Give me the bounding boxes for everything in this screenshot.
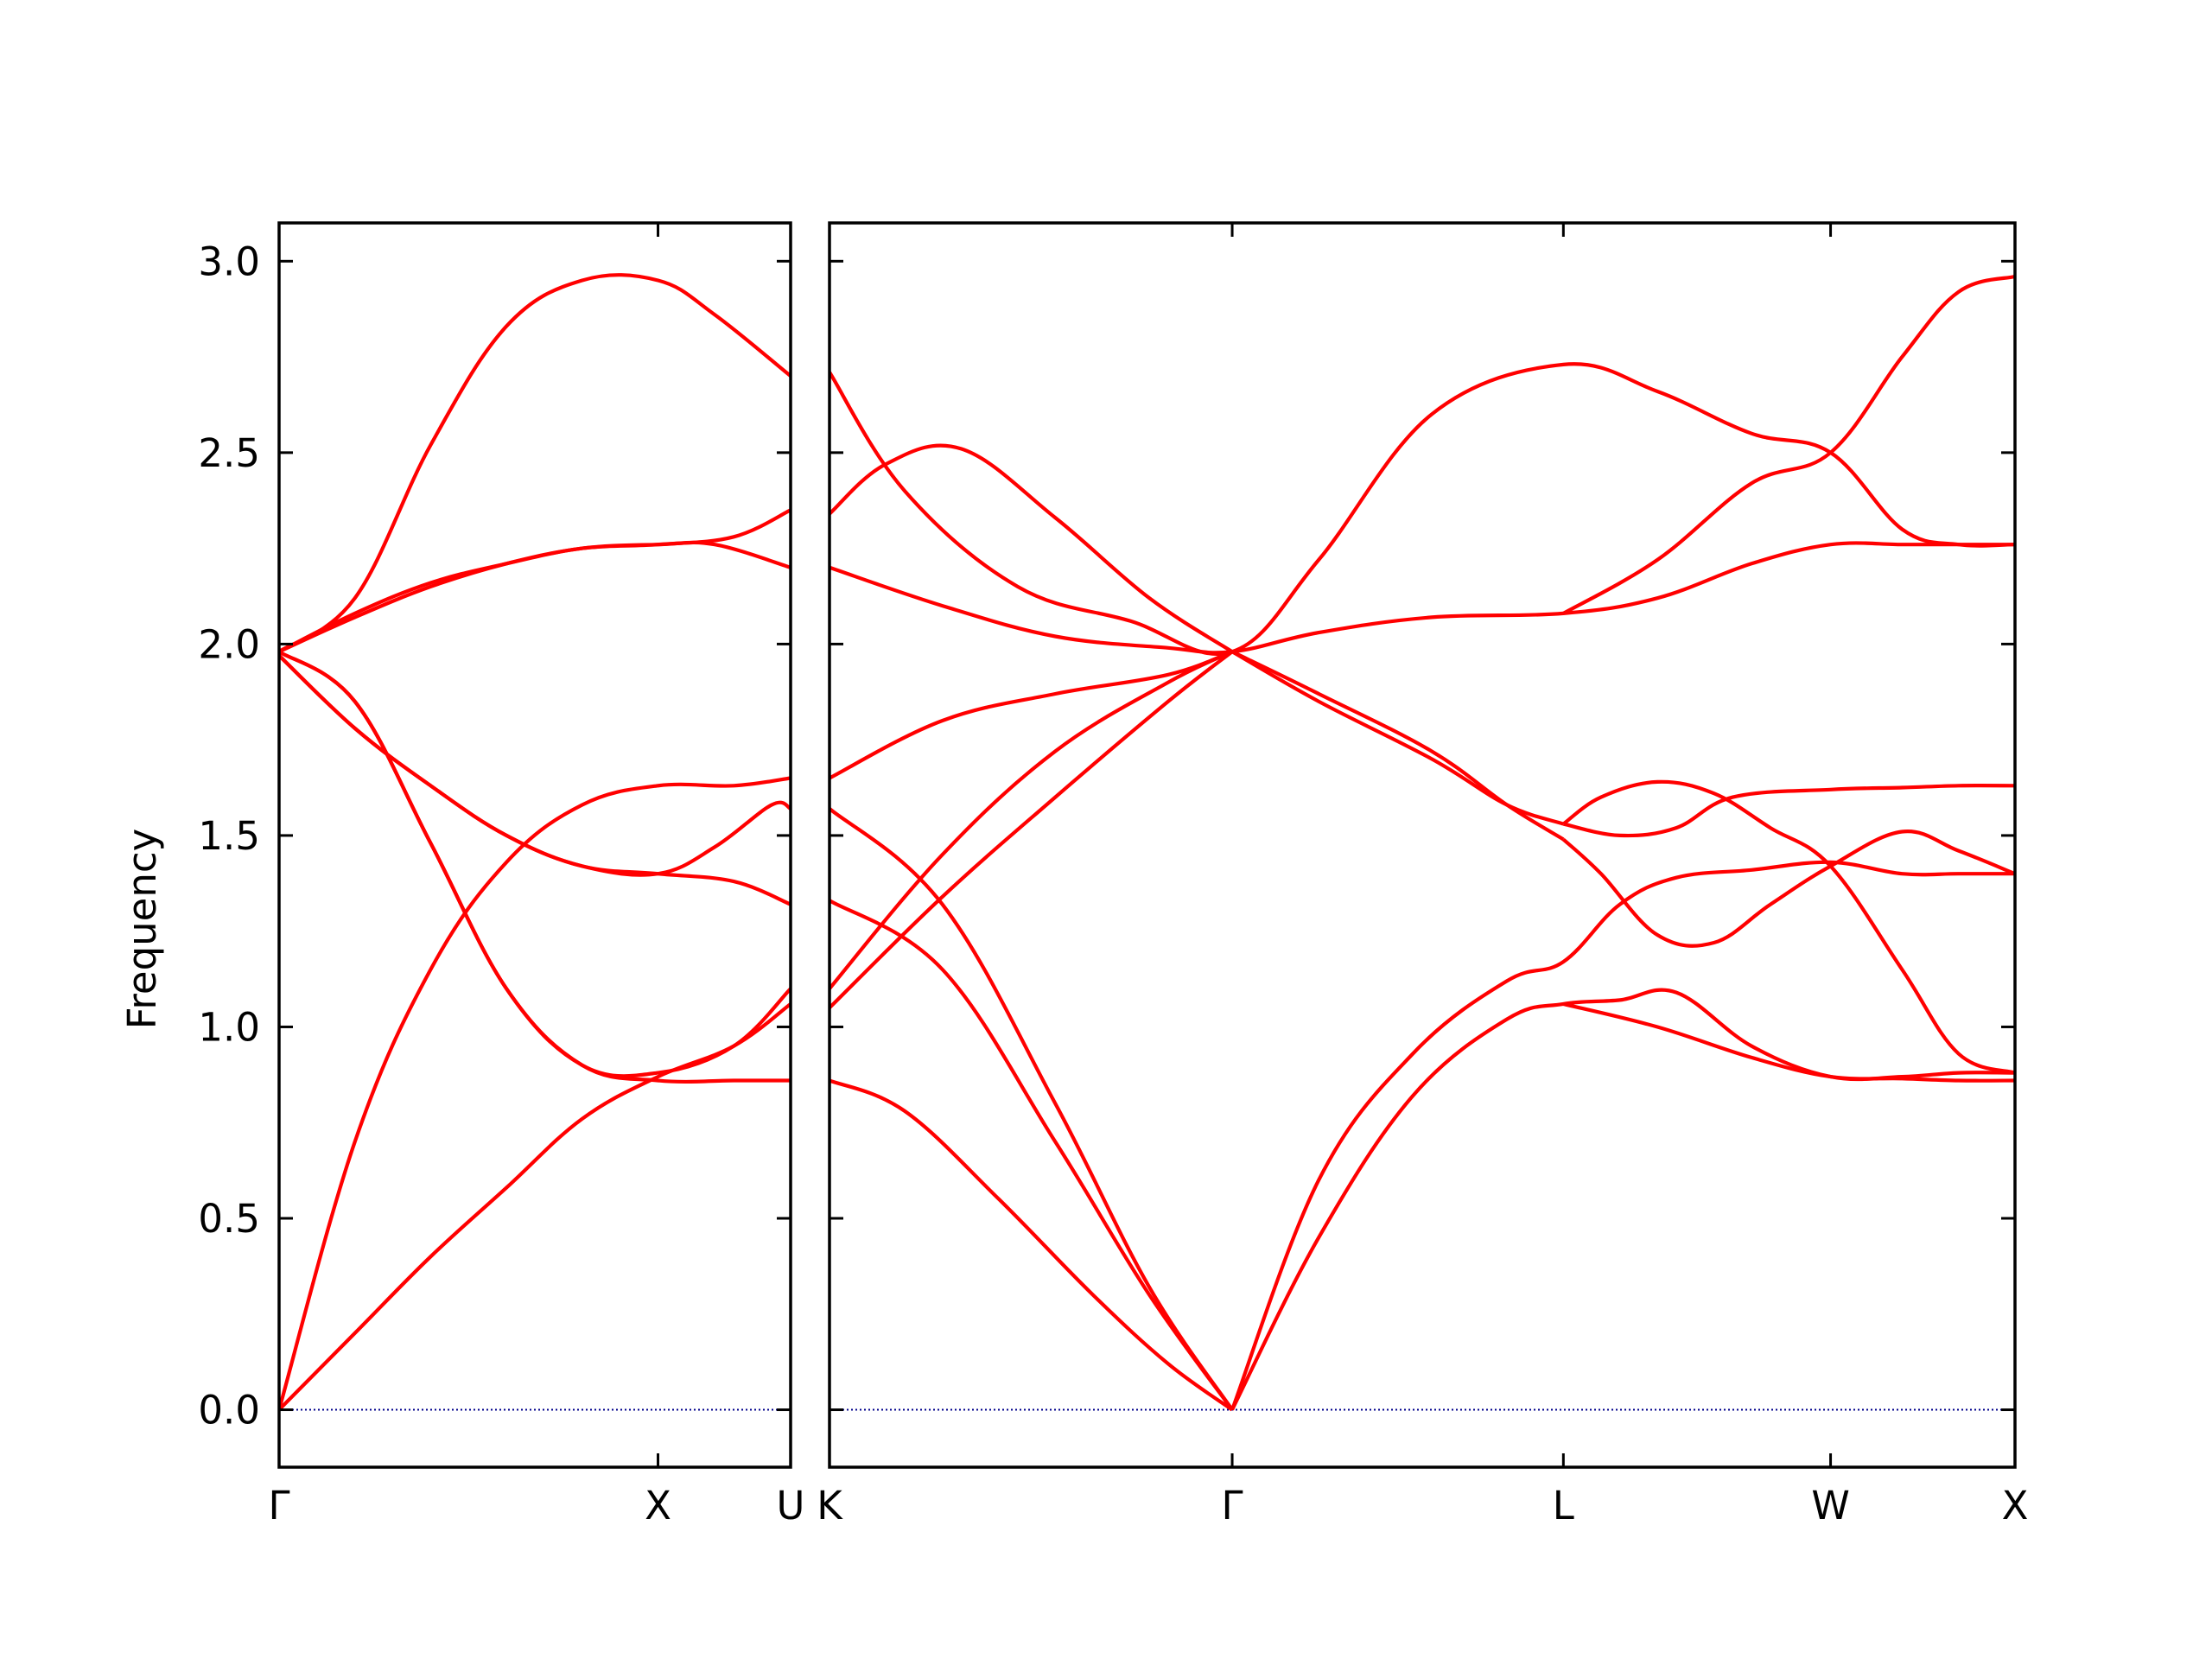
band-line [830,1078,1234,1412]
x-tick-label: L [1553,1483,1574,1529]
band-line [830,541,2015,655]
band-line [830,807,1234,1411]
band-line [1562,274,2015,615]
y-tick-label: 2.5 [198,430,260,476]
band-line [279,650,791,1084]
band-line [1230,988,2015,1411]
band-line [279,654,791,906]
band-line [1561,830,2015,948]
x-tick-label: W [1811,1483,1850,1529]
band-line [1562,784,2015,838]
y-tick-label: 0.5 [198,1196,260,1242]
band-line [279,1002,791,1411]
band-line [830,650,1233,780]
band-line [830,362,2015,657]
x-tick-label: U [777,1483,805,1529]
panel-gamma-x-u: 0.0 0.5 1.0 1.5 2.0 2.5 3.0 Γ X U [198,221,805,1529]
band-line [830,650,1233,990]
x-tick-label: Γ [1222,1483,1243,1529]
x-tick-label: X [645,1483,671,1529]
y-tick-label: 2.0 [198,621,260,667]
y-tick-label: 1.0 [198,1004,260,1050]
band-line [279,273,791,653]
band-line [1230,860,2015,1411]
y-tick-label: 0.0 [198,1388,260,1433]
band-line [830,899,1234,1411]
x-tick-label: K [817,1483,843,1529]
band-line [279,776,791,1411]
band-line [279,650,791,1078]
band-line [1562,1001,2015,1083]
plot-frame [277,221,792,1469]
y-tick-label: 3.0 [198,238,260,284]
band-lines [279,273,791,1411]
y-axis-label: Frequency [119,829,165,1029]
band-line [279,508,791,654]
x-tick-label: X [2002,1483,2029,1529]
plot-frame [828,221,2017,1469]
band-lines [830,274,2015,1412]
y-tick-label: 1.5 [198,813,260,859]
band-line [830,443,1234,653]
x-tick-label: Γ [268,1483,289,1529]
band-line [1562,779,2015,1075]
band-line [1231,650,1565,842]
band-line [830,650,1234,1009]
band-line [279,654,791,877]
